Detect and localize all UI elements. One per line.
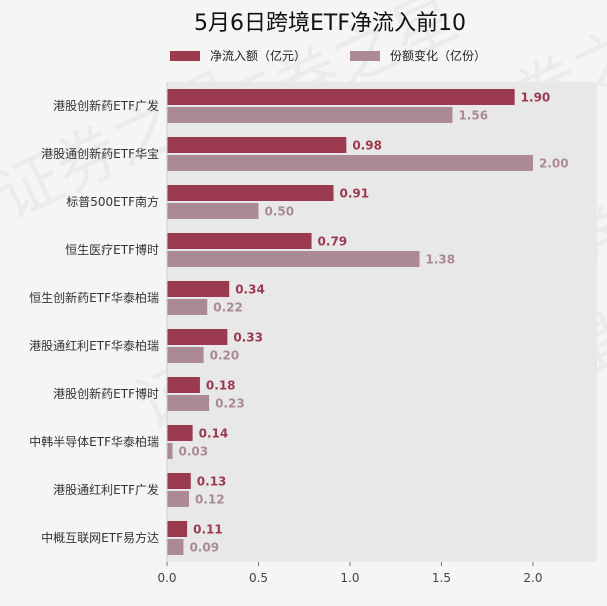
chart-title: 5月6日跨境ETF净流入前10 bbox=[194, 11, 466, 36]
category-label: 港股通创新药ETF华宝 bbox=[41, 146, 159, 161]
x-tick-label: 0.0 bbox=[157, 571, 176, 585]
bar bbox=[167, 521, 188, 537]
x-tick-label: 1.0 bbox=[340, 571, 359, 585]
category-label: 港股通红利ETF广发 bbox=[53, 482, 159, 497]
data-label: 0.14 bbox=[199, 427, 229, 441]
bar bbox=[167, 155, 533, 171]
bar bbox=[167, 107, 453, 123]
data-label: 1.38 bbox=[426, 253, 456, 267]
data-label: 0.50 bbox=[264, 205, 294, 219]
bar bbox=[167, 347, 204, 363]
data-label: 0.23 bbox=[215, 397, 245, 411]
legend-label: 份额变化（亿份） bbox=[390, 48, 486, 63]
bar bbox=[167, 425, 193, 441]
bar bbox=[167, 491, 189, 507]
bar bbox=[167, 539, 184, 555]
category-label: 恒生创新药ETF华泰柏瑞 bbox=[29, 290, 159, 305]
x-tick-label: 0.5 bbox=[249, 571, 268, 585]
category-label: 港股创新药ETF博时 bbox=[53, 386, 159, 401]
data-label: 0.98 bbox=[352, 139, 382, 153]
data-label: 0.11 bbox=[193, 523, 223, 537]
bar bbox=[167, 329, 228, 345]
legend-label: 净流入额（亿元） bbox=[210, 48, 306, 63]
data-label: 1.56 bbox=[458, 109, 488, 123]
legend: 净流入额（亿元） 份额变化（亿份） bbox=[170, 48, 486, 63]
data-label: 0.34 bbox=[235, 283, 265, 297]
bar bbox=[167, 281, 230, 297]
category-label: 标普500ETF南方 bbox=[66, 194, 159, 209]
bar bbox=[167, 89, 515, 105]
data-label: 0.20 bbox=[210, 349, 240, 363]
data-label: 0.33 bbox=[233, 331, 263, 345]
data-label: 0.13 bbox=[197, 475, 227, 489]
data-label: 0.22 bbox=[213, 301, 243, 315]
bar bbox=[167, 251, 420, 267]
category-labels: 港股创新药ETF广发港股通创新药ETF华宝标普500ETF南方恒生医疗ETF博时… bbox=[29, 98, 159, 545]
data-label: 0.03 bbox=[178, 445, 208, 459]
x-tick-label: 2.0 bbox=[523, 571, 542, 585]
plot-area bbox=[167, 82, 597, 562]
legend-swatch bbox=[350, 51, 380, 61]
data-label: 0.18 bbox=[206, 379, 236, 393]
data-label: 2.00 bbox=[539, 157, 569, 171]
category-label: 中韩半导体ETF华泰柏瑞 bbox=[29, 434, 159, 449]
category-label: 港股通红利ETF华泰柏瑞 bbox=[29, 338, 159, 353]
x-tick-label: 1.5 bbox=[432, 571, 451, 585]
data-label: 0.91 bbox=[340, 187, 370, 201]
bar bbox=[167, 203, 259, 219]
bar bbox=[167, 443, 173, 459]
bar bbox=[167, 473, 191, 489]
bar bbox=[167, 395, 210, 411]
bar bbox=[167, 233, 312, 249]
bar bbox=[167, 377, 200, 393]
category-label: 恒生医疗ETF博时 bbox=[65, 242, 159, 257]
data-label: 0.12 bbox=[195, 493, 225, 507]
bar bbox=[167, 185, 334, 201]
category-label: 港股创新药ETF广发 bbox=[53, 98, 159, 113]
legend-swatch bbox=[170, 51, 200, 61]
x-axis: 0.0 0.5 1.0 1.5 2.0 bbox=[157, 82, 543, 585]
data-label: 0.09 bbox=[189, 541, 219, 555]
data-label: 1.90 bbox=[521, 91, 551, 105]
category-label: 中概互联网ETF易方达 bbox=[41, 530, 159, 545]
data-label: 0.79 bbox=[318, 235, 348, 249]
bar bbox=[167, 137, 347, 153]
bars-layer: 1.90 1.56 0.98 2.00 0.91 0.50 0.79 1.38 0.34 0.22… bbox=[167, 89, 569, 555]
bar bbox=[167, 299, 208, 315]
